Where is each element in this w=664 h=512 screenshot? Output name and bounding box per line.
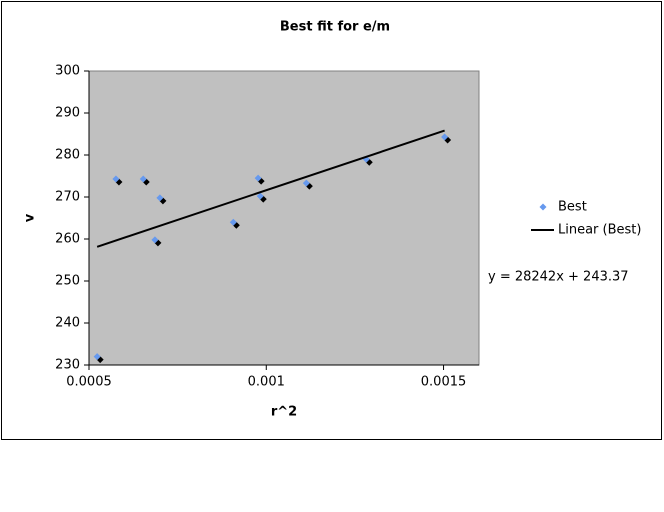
y-tick-label: 240 [55,316,80,331]
y-tick-label: 270 [55,190,80,205]
marker [112,175,120,183]
y-tick-label: 250 [55,274,80,289]
plot-area [88,70,480,366]
trendline [96,129,445,248]
y-tick-label: 280 [55,148,80,163]
legend-marker [539,203,547,211]
x-tick-label: 0.001 [248,375,285,390]
x-tick-label: 0.0015 [421,375,467,390]
y-tick-label: 290 [55,106,80,121]
y-tick-label: 260 [55,232,80,247]
y-tick-label: 230 [55,358,80,373]
y-axis-label: v [23,213,38,222]
marker [156,194,164,202]
chart-title: Best fit for e/m [280,20,390,35]
marker [441,133,449,141]
legend-label: Linear (Best) [558,223,641,238]
marker [302,179,310,187]
marker [256,192,264,200]
marker [229,218,237,226]
marker [139,175,147,183]
marker [254,174,262,182]
x-tick-label: 0.0005 [66,375,112,390]
y-tick-label: 300 [55,64,80,79]
marker [151,236,159,244]
trendline-equation: y = 28242x + 243.37 [488,270,629,285]
x-axis-label: r^2 [271,405,297,420]
marker [93,353,101,361]
legend-label: Best [558,200,587,215]
